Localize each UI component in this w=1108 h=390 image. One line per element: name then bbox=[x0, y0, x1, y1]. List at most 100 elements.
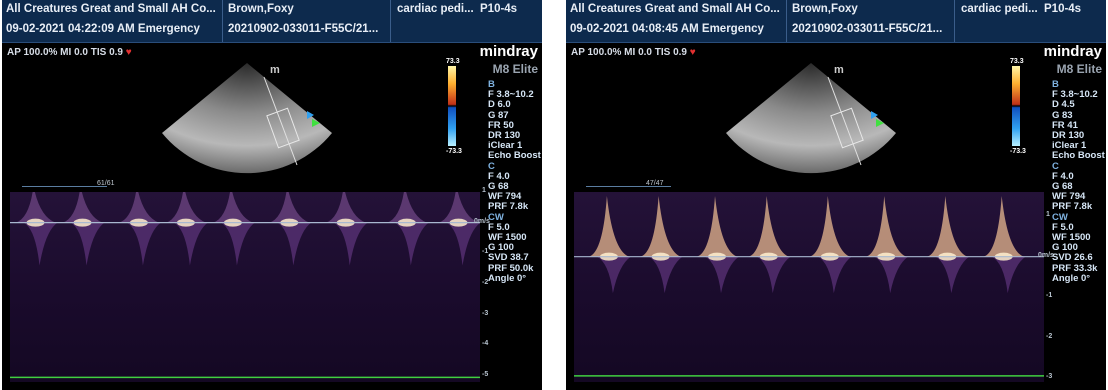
param-item: G 83 bbox=[1052, 109, 1073, 121]
cine-counter: 61/61 bbox=[97, 180, 115, 187]
scale-tick-label: 1 bbox=[1046, 211, 1050, 219]
param-item: D 4.5 bbox=[1052, 99, 1075, 111]
heart-icon: ♥ bbox=[689, 47, 696, 58]
probe-name: P10-4s bbox=[1044, 3, 1082, 15]
param-item: G 68 bbox=[1052, 181, 1073, 193]
scale-tick-label: -5 bbox=[482, 370, 489, 378]
param-item: F 5.0 bbox=[488, 221, 510, 233]
color-scale-max: 73.3 bbox=[1010, 58, 1024, 65]
velocity-scale: 1 0m/s -1 -2 -3 -4 -5 bbox=[474, 187, 492, 382]
scale-tick-label: -2 bbox=[482, 278, 489, 286]
heart-icon: ♥ bbox=[125, 47, 132, 58]
spectral-waveform-peak bbox=[748, 196, 789, 257]
spectral-waveform-trough bbox=[70, 222, 105, 266]
spectral-waveform-peak bbox=[866, 196, 907, 257]
spectral-waveform-trough bbox=[648, 256, 683, 294]
spectral-waveform-peak bbox=[640, 196, 681, 257]
param-item: WF 794 bbox=[1052, 191, 1086, 203]
spectral-waveform-trough bbox=[394, 222, 429, 266]
doppler-spectrum bbox=[574, 192, 1044, 382]
param-item: PRF 50.0k bbox=[488, 262, 534, 274]
param-item: B bbox=[1052, 79, 1059, 90]
param-item: SVD 38.7 bbox=[488, 252, 529, 264]
institution-name: All Creatures Great and Small AH Co... bbox=[570, 3, 780, 15]
exam-type: cardiac pedi... bbox=[397, 3, 474, 15]
bmode-sector-image: m bbox=[726, 63, 896, 174]
bmode-sector-image: m bbox=[162, 63, 332, 174]
spectral-waveform-peak bbox=[983, 196, 1024, 257]
spectral-waveform-peak bbox=[212, 192, 253, 223]
param-item: F 4.0 bbox=[1052, 170, 1074, 182]
color-scale-bar bbox=[448, 66, 456, 146]
param-item: F 3.8~10.2 bbox=[1052, 89, 1098, 101]
m-marker: m bbox=[270, 64, 280, 76]
patient-name: Brown,Foxy bbox=[792, 3, 858, 15]
param-item: FR 50 bbox=[488, 119, 514, 131]
spectral-waveform-peak bbox=[386, 192, 427, 223]
velocity-scale: 1 0m/s -1 -2 -3 bbox=[1038, 192, 1056, 382]
param-item: FR 41 bbox=[1052, 119, 1078, 131]
param-item: iClear 1 bbox=[488, 140, 523, 152]
scale-tick-label: -3 bbox=[482, 309, 489, 317]
param-item: Echo Boost bbox=[1052, 150, 1105, 162]
param-item: F 3.8~10.2 bbox=[488, 89, 534, 101]
focus-marker-icon bbox=[312, 119, 320, 127]
probe-name: P10-4s bbox=[480, 3, 518, 15]
color-box bbox=[830, 107, 864, 149]
focus-marker-icon bbox=[871, 111, 878, 119]
param-item: WF 1500 bbox=[1052, 232, 1091, 244]
scale-tick-label: -3 bbox=[1046, 372, 1053, 380]
institution-name: All Creatures Great and Small AH Co... bbox=[6, 3, 216, 15]
cw-cursor-line bbox=[827, 76, 862, 166]
timeline-bar bbox=[22, 186, 107, 187]
spectral-waveform-trough bbox=[705, 256, 739, 294]
spectral-waveform-trough bbox=[23, 222, 58, 266]
param-item: C bbox=[1052, 160, 1059, 172]
spectral-waveform-peak bbox=[438, 192, 479, 223]
param-item: WF 794 bbox=[488, 191, 522, 203]
brand-logo: mindray bbox=[1043, 43, 1102, 60]
focus-marker-icon bbox=[307, 111, 314, 119]
spectral-waveform-peak bbox=[269, 192, 310, 223]
scale-tick-label: -4 bbox=[482, 340, 489, 348]
m-marker: m bbox=[834, 64, 844, 76]
sector-fan bbox=[162, 63, 332, 174]
param-item: G 100 bbox=[488, 242, 514, 254]
patient-name: Brown,Foxy bbox=[228, 3, 294, 15]
param-item: CW bbox=[488, 211, 504, 223]
exam-datetime: 09-02-2021 04:22:09 AM Emergency bbox=[6, 23, 200, 35]
spectral-waveform-trough bbox=[220, 222, 255, 266]
ultrasound-screen-right: All Creatures Great and Small AH Co... 0… bbox=[566, 0, 1106, 390]
exam-type: cardiac pedi... bbox=[961, 3, 1038, 15]
param-item: B bbox=[488, 79, 495, 90]
spectral-waveform-trough bbox=[817, 256, 852, 294]
scale-tick-label: 0m/s bbox=[1038, 251, 1054, 259]
spectral-waveform-trough bbox=[935, 256, 970, 294]
study-id: 20210902-033011-F55C/21... bbox=[792, 23, 943, 35]
param-item: iClear 1 bbox=[1052, 140, 1087, 152]
scale-tick-label: -1 bbox=[1046, 292, 1053, 300]
param-item: G 68 bbox=[488, 181, 509, 193]
spectral-waveform-peak bbox=[697, 196, 737, 257]
color-scale-bar bbox=[1012, 66, 1020, 146]
exam-datetime: 09-02-2021 04:08:45 AM Emergency bbox=[570, 23, 764, 35]
timeline-bar bbox=[586, 186, 671, 187]
spectral-waveform-trough bbox=[596, 256, 631, 294]
param-item: Angle 0° bbox=[488, 272, 527, 284]
ultrasound-screen-left: All Creatures Great and Small AH Co... 0… bbox=[2, 0, 542, 390]
spectral-waveform-trough bbox=[126, 222, 161, 266]
acoustic-output: AP 100.0% MI 0.0 TIS 0.9 ♥ bbox=[571, 47, 696, 58]
model-name: M8 Elite bbox=[492, 62, 538, 76]
sector-fan bbox=[726, 63, 896, 174]
param-item: Angle 0° bbox=[1052, 272, 1091, 284]
param-item: DR 130 bbox=[488, 130, 521, 142]
param-item: DR 130 bbox=[1052, 130, 1085, 142]
color-scale-min: -73.3 bbox=[1010, 148, 1026, 155]
scale-tick-label: 1 bbox=[482, 187, 486, 194]
spectral-waveform-peak bbox=[325, 192, 366, 223]
patient-header: All Creatures Great and Small AH Co... 0… bbox=[566, 0, 1106, 43]
param-item: F 4.0 bbox=[488, 170, 510, 182]
param-item: CW bbox=[1052, 211, 1068, 223]
